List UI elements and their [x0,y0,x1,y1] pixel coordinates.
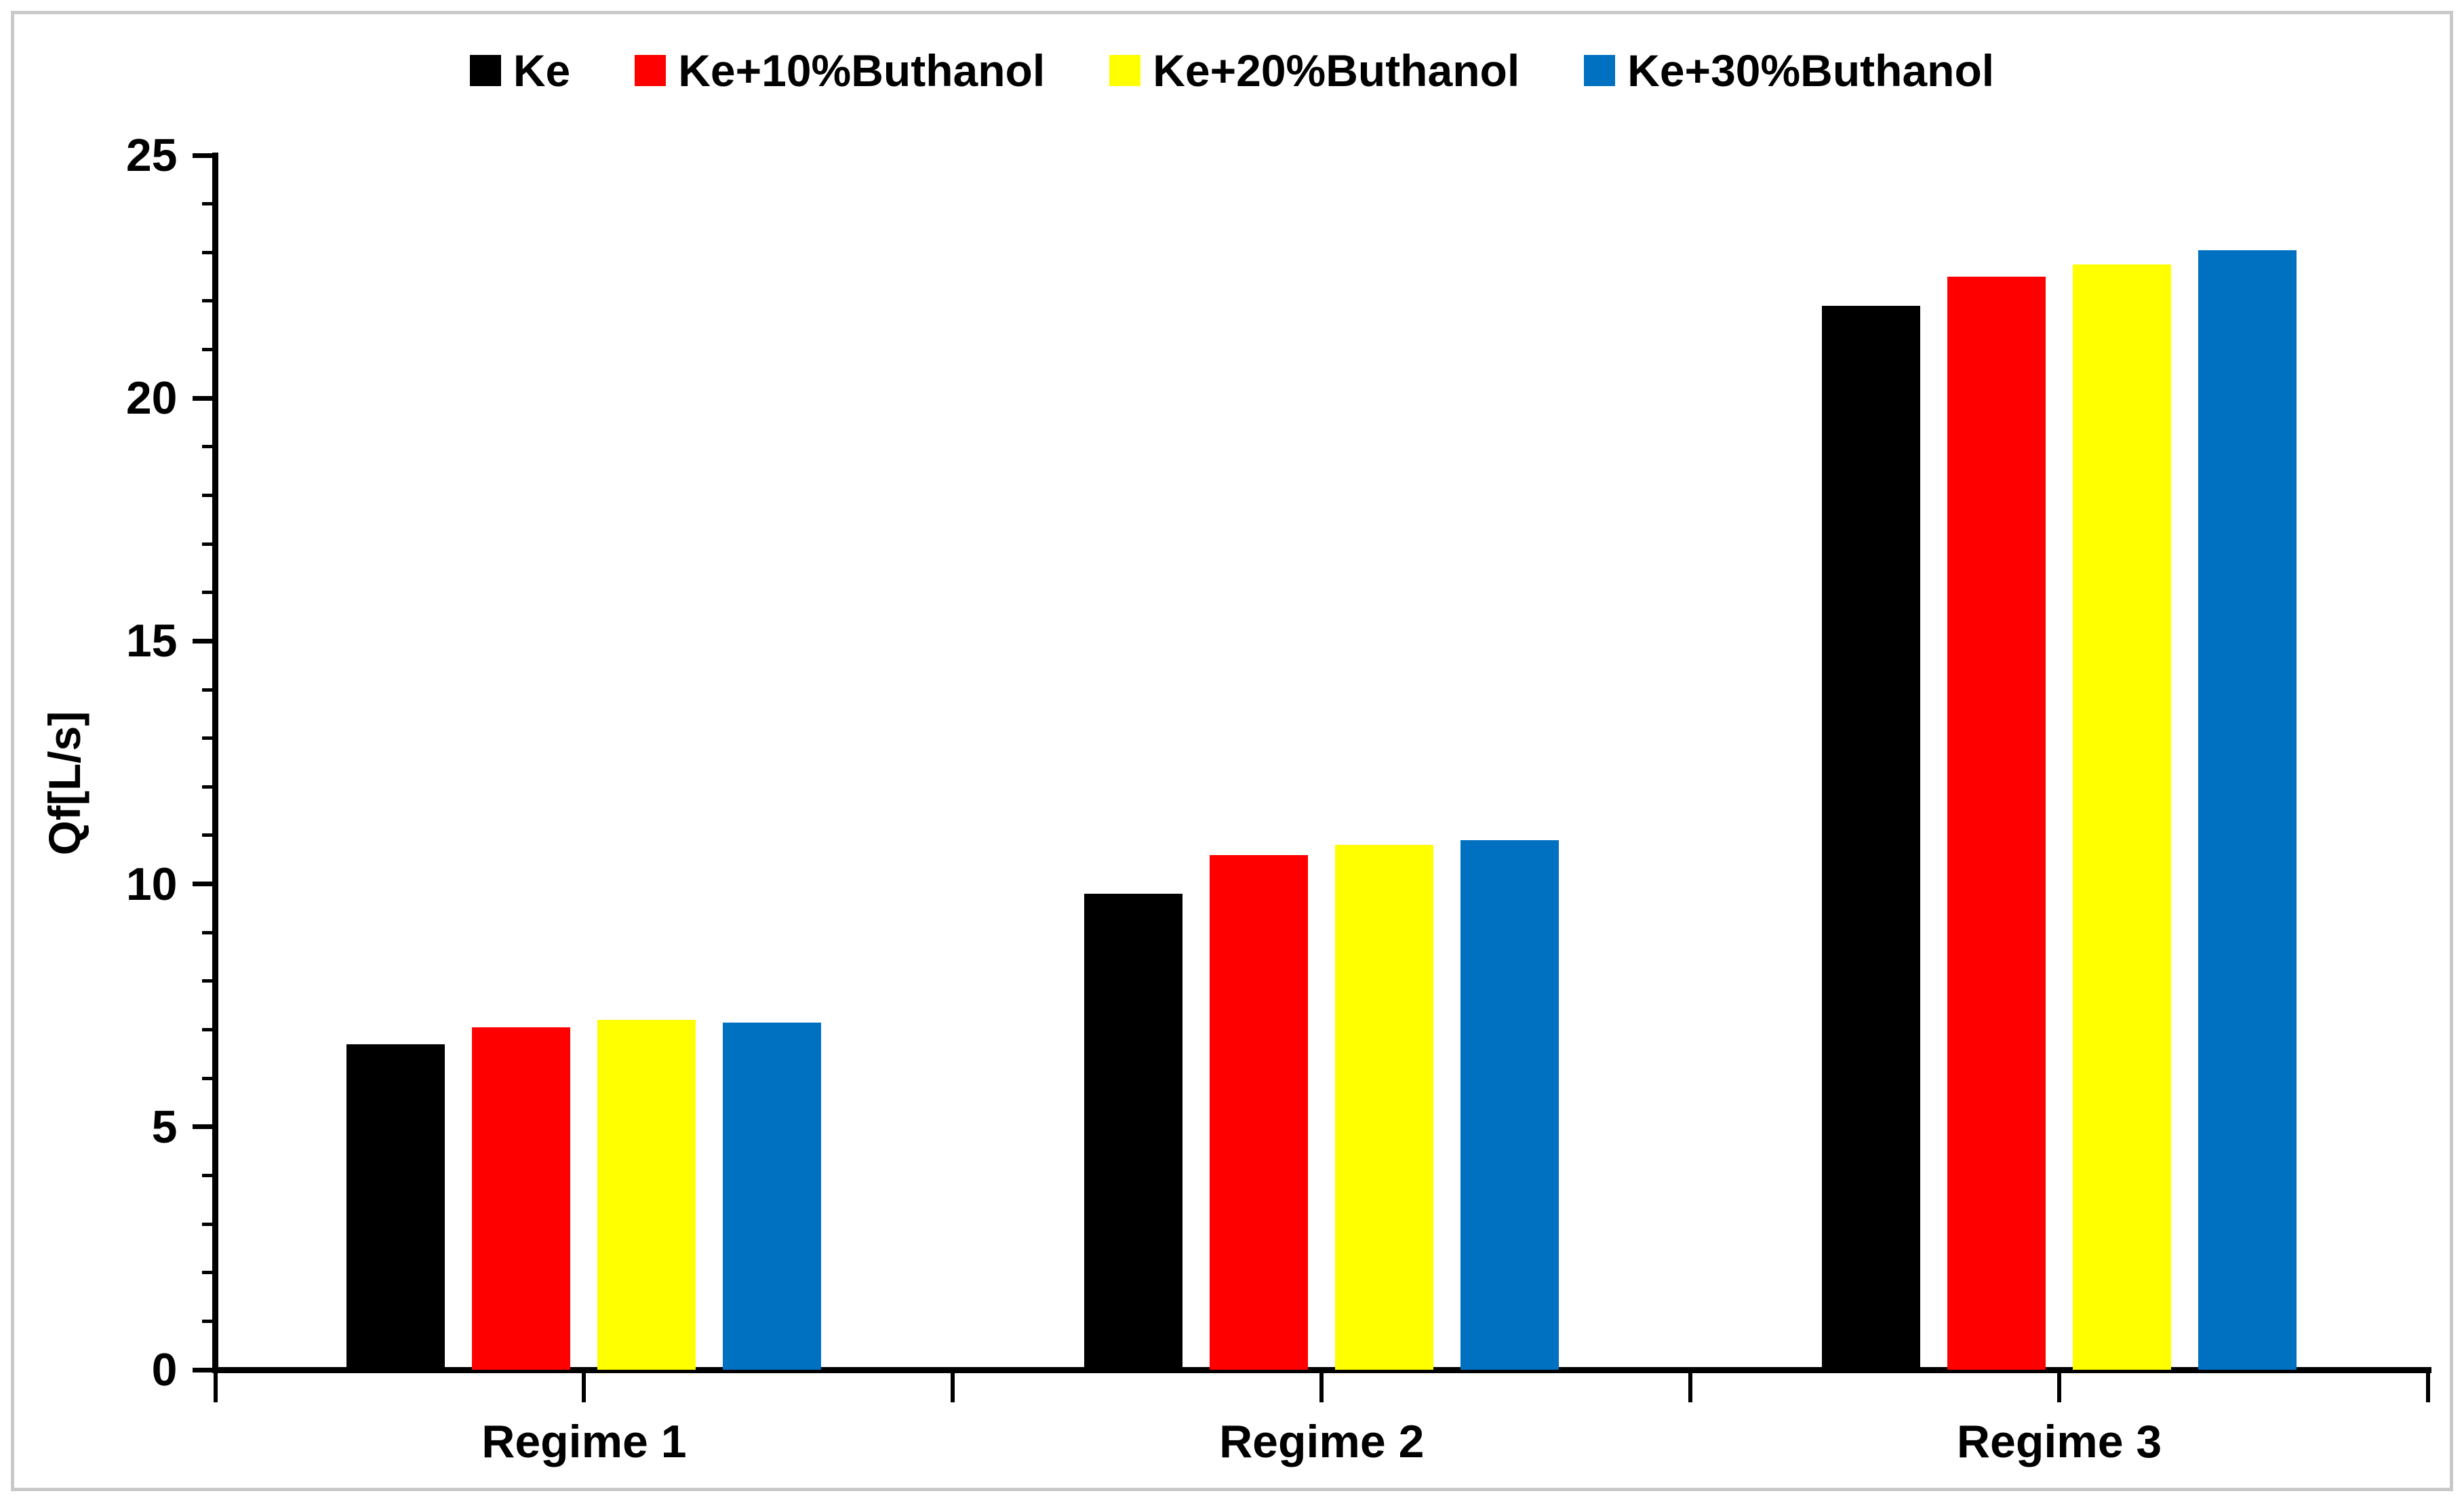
x-axis-tick [2057,1370,2062,1402]
y-axis-minor-tick [201,1271,216,1275]
y-axis-tick-label: 15 [125,615,178,667]
bar [1822,306,1921,1370]
y-axis-minor-tick [201,299,216,303]
x-axis-category-label: Regime 3 [1956,1416,2162,1467]
legend-item: Ke+20%Buthanol [1109,48,1519,93]
y-axis-minor-tick [201,445,216,449]
bar [1460,840,1559,1370]
bar [2073,264,2172,1370]
x-axis-tick [2426,1370,2430,1402]
y-axis-tick-label: 25 [125,130,178,181]
bar [1335,845,1434,1370]
y-axis-major-tick [192,638,216,644]
x-axis-tick [582,1370,587,1402]
y-axis-tick-label: 20 [125,372,178,424]
y-axis-line [212,153,218,1372]
y-axis-major-tick [192,153,216,158]
legend-label: Ke+20%Buthanol [1153,45,1520,96]
x-axis-category-label: Regime 1 [481,1416,687,1467]
x-axis-tick [1688,1370,1693,1402]
y-axis-minor-tick [201,785,216,789]
y-axis-major-tick [192,1367,216,1372]
y-axis-major-tick [192,1124,216,1130]
bar [346,1044,445,1370]
x-axis-category-label: Regime 2 [1219,1416,1425,1467]
y-axis-minor-tick [201,1076,216,1080]
y-axis-minor-tick [201,1319,216,1323]
bar [597,1020,696,1370]
y-axis-minor-tick [201,591,216,595]
x-axis-tick [951,1370,955,1402]
y-axis-title: Qf[L/s] [39,711,90,856]
legend-label: Ke+30%Buthanol [1627,45,1995,96]
legend-swatch-icon [635,55,667,86]
y-axis-minor-tick [201,1222,216,1226]
y-axis-major-tick [192,882,216,887]
y-axis-minor-tick [201,202,216,206]
y-axis-minor-tick [201,930,216,934]
legend-item: Ke+30%Buthanol [1584,48,1994,93]
y-axis-major-tick [192,395,216,401]
y-axis-minor-tick [201,348,216,352]
legend-swatch-icon [1109,55,1141,86]
y-axis-tick-label: 5 [151,1101,178,1153]
y-axis-minor-tick [201,1173,216,1177]
y-axis-minor-tick [201,493,216,497]
y-axis-minor-tick [201,736,216,740]
bar [1947,277,2046,1370]
y-axis-minor-tick [201,1028,216,1032]
legend-label: Ke [513,45,571,96]
y-axis-minor-tick [201,833,216,837]
legend: Ke Ke+10%Buthanol Ke+20%Buthanol Ke+30%Buth… [0,43,2464,98]
y-axis-minor-tick [201,250,216,254]
legend-swatch-icon [469,55,501,86]
y-axis-minor-tick [201,979,216,983]
x-axis-tick [213,1370,218,1402]
x-axis-tick [1319,1370,1324,1402]
legend-item: Ke+10%Buthanol [635,48,1045,93]
bar [1084,893,1183,1370]
y-axis-tick-label: 0 [151,1344,178,1396]
bar [472,1027,571,1370]
y-axis-tick-label: 10 [125,858,178,910]
bar [1210,854,1309,1370]
y-axis-minor-tick [201,688,216,692]
legend-swatch-icon [1584,55,1616,86]
y-axis-minor-tick [201,542,216,546]
bar [723,1022,822,1370]
bar [2198,250,2297,1370]
legend-label: Ke+10%Buthanol [678,45,1046,96]
legend-item: Ke [469,45,571,96]
